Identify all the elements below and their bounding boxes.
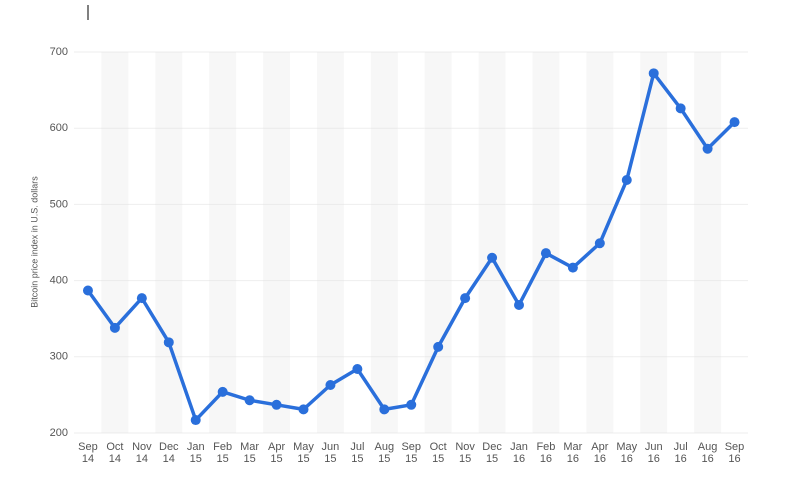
column-band [101,52,129,433]
x-tick-label: Jun 15 [321,441,340,465]
column-band [694,52,722,433]
data-point [460,293,471,304]
y-tick-label: 400 [50,275,68,287]
x-tick-label: Nov 14 [132,441,152,465]
data-point [136,293,147,304]
x-tick-label: Mar 15 [240,441,260,465]
data-point [487,252,498,263]
x-tick-label: Aug 16 [697,441,718,465]
x-tick-label: Jun 16 [644,441,663,465]
column-band [263,52,291,433]
x-tick-label: Sep 15 [401,441,422,465]
column-band [316,52,344,433]
y-tick-label: 600 [50,122,68,134]
x-tick-label: Apr 15 [267,441,286,465]
data-point [433,341,444,352]
y-tick-label: 300 [50,351,68,363]
column-band [155,52,183,433]
column-band [478,52,506,433]
x-tick-label: Feb 16 [536,441,556,465]
data-point [217,386,228,397]
y-tick-label: 500 [50,198,68,210]
x-tick-label: Aug 15 [374,441,395,465]
data-point [82,285,93,296]
data-point [594,238,605,249]
data-point [163,337,174,348]
x-tick-label: Apr 16 [591,441,609,465]
y-axis-label: Bitcoin price index in U.S. dollars [29,176,39,308]
x-tick-label: Jul 15 [350,441,365,465]
data-point [514,299,525,310]
data-point [244,395,255,406]
column-band [532,52,560,433]
data-point [648,68,659,79]
data-point [729,117,740,128]
x-tick-label: May 16 [616,441,638,465]
data-point [352,363,363,374]
data-point [567,262,578,273]
data-point [271,399,282,410]
x-tick-label: Feb 15 [213,441,233,465]
x-tick-label: Jul 16 [673,441,688,465]
x-tick-label: Sep 16 [724,441,745,465]
y-tick-label: 700 [50,46,68,58]
x-tick-label: Sep 14 [78,441,98,465]
x-tick-label: May 15 [293,441,314,465]
data-point [190,415,201,426]
data-point [109,322,120,333]
data-point [298,404,309,415]
column-band [209,52,237,433]
data-point [325,379,336,390]
data-line [86,71,736,422]
column-band [370,52,398,433]
data-point [675,103,686,114]
x-tick-label: Oct 15 [429,441,447,465]
column-band [424,52,452,433]
x-tick-label: Jan 15 [186,441,205,465]
x-tick-label: Dec 14 [159,441,179,465]
data-point [379,404,390,415]
data-point [702,143,713,154]
x-tick-label: Jan 16 [510,441,528,465]
data-point [621,175,632,186]
x-tick-label: Oct 14 [106,441,124,465]
data-point [406,399,417,410]
x-tick-label: Nov 15 [455,441,475,465]
x-tick-label: Mar 16 [563,441,583,465]
y-tick-label: 200 [50,427,68,439]
x-tick-label: Dec 15 [482,441,502,465]
data-point [540,248,551,259]
